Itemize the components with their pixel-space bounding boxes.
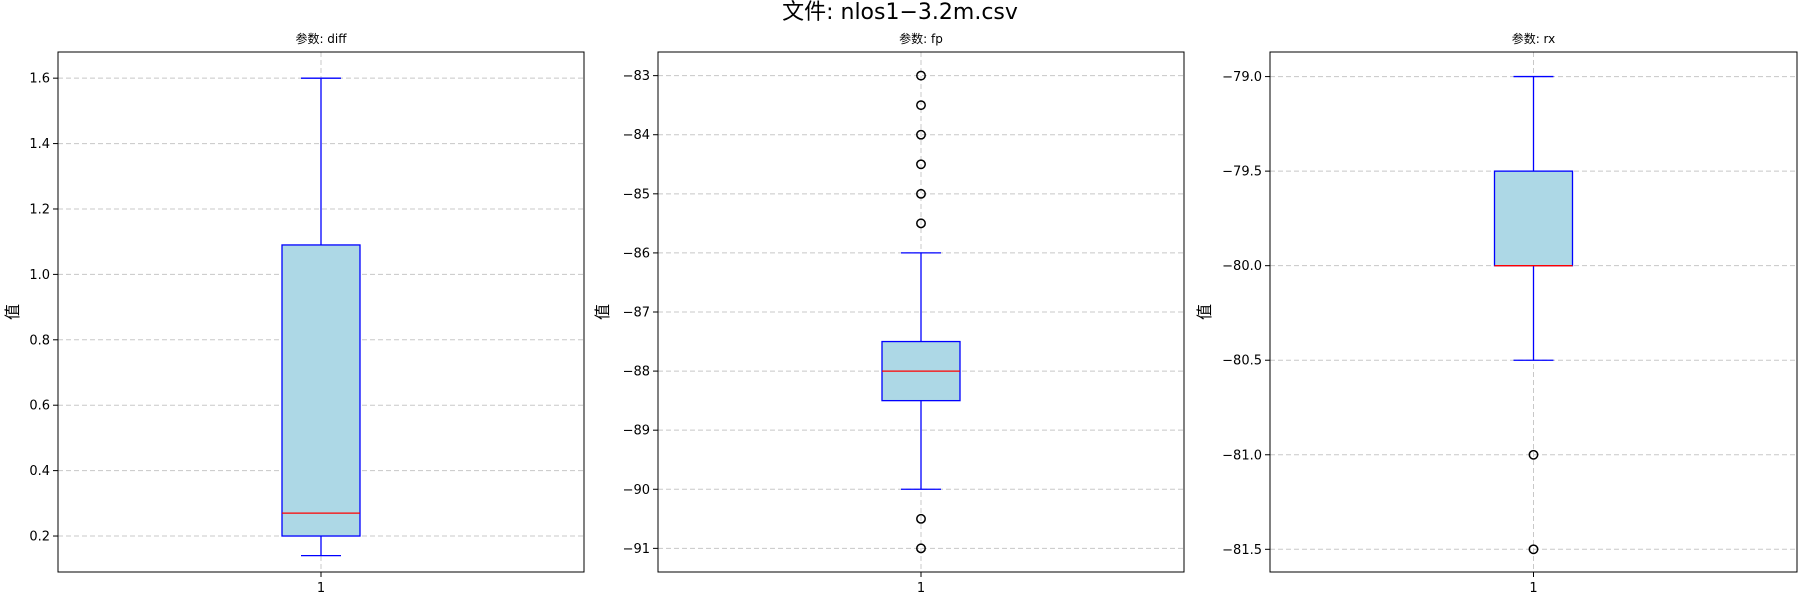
y-tick-label: −88 bbox=[623, 365, 650, 380]
subplot-3: −81.5 −81.0 −80.5 −80.0 −79.5 −79.0 1 参数: rx 值 bbox=[1195, 31, 1798, 596]
subplot-title: 参数: fp bbox=[899, 31, 943, 46]
outlier-point bbox=[916, 100, 926, 111]
axes-frame bbox=[57, 51, 585, 573]
x-tick-label: 1 bbox=[317, 581, 325, 596]
box bbox=[281, 244, 361, 537]
outlier-point bbox=[916, 159, 926, 170]
outlier-point bbox=[916, 188, 926, 199]
axes-frame bbox=[1269, 51, 1798, 573]
y-tick-label: −90 bbox=[623, 483, 650, 498]
outlier-point bbox=[916, 543, 926, 554]
outlier-point bbox=[1528, 544, 1539, 555]
outlier-point bbox=[916, 513, 926, 524]
subplot-2: −91 −90 −89 −88 −87 −86 −85 −84 −83 1 参数: fp 值 bbox=[593, 31, 1185, 596]
y-tick-label: 0.6 bbox=[29, 399, 50, 414]
figure-title: 文件: nlos1−3.2m.csv bbox=[782, 0, 1018, 25]
y-tick-label: −79.5 bbox=[1222, 165, 1262, 180]
y-tick-label: 0.2 bbox=[29, 530, 50, 545]
y-tick-label: −85 bbox=[623, 187, 650, 202]
outlier-point bbox=[916, 70, 926, 81]
y-tick-label: 1.4 bbox=[29, 137, 50, 152]
y-tick-label: −79.0 bbox=[1222, 70, 1262, 85]
y-axis-label: 值 bbox=[3, 304, 22, 320]
y-tick-label: 1.6 bbox=[29, 72, 50, 87]
axes-frame bbox=[657, 51, 1185, 573]
y-axis-label: 值 bbox=[1195, 304, 1214, 320]
y-tick-label: −80.5 bbox=[1222, 354, 1262, 369]
y-tick-label: 1.2 bbox=[29, 202, 50, 217]
box bbox=[1493, 170, 1574, 267]
y-tick-label: −80.0 bbox=[1222, 259, 1262, 274]
y-tick-label: −91 bbox=[623, 542, 650, 557]
subplot-title: 参数: diff bbox=[295, 31, 347, 46]
y-tick-label: −87 bbox=[623, 306, 650, 321]
y-tick-label: −83 bbox=[623, 69, 650, 84]
y-tick-label: 0.8 bbox=[29, 333, 50, 348]
y-tick-label: 1.0 bbox=[29, 268, 50, 283]
subplot-title: 参数: rx bbox=[1512, 31, 1556, 46]
y-tick-label: 0.4 bbox=[29, 464, 50, 479]
outlier-point bbox=[1528, 449, 1539, 460]
x-tick-label: 1 bbox=[1529, 581, 1537, 596]
x-tick-label: 1 bbox=[917, 581, 925, 596]
outlier-point bbox=[916, 218, 926, 229]
y-tick-label: −81.5 bbox=[1222, 543, 1262, 558]
outlier-point bbox=[916, 129, 926, 140]
y-tick-label: −86 bbox=[623, 246, 650, 261]
y-tick-label: −89 bbox=[623, 424, 650, 439]
y-axis-label: 值 bbox=[593, 304, 612, 320]
y-tick-label: −84 bbox=[623, 128, 650, 143]
y-tick-label: −81.0 bbox=[1222, 448, 1262, 463]
subplot-1: 0.2 0.4 0.6 0.8 1.0 1.2 1.4 1.6 1 参数: diff 值 bbox=[3, 31, 585, 596]
